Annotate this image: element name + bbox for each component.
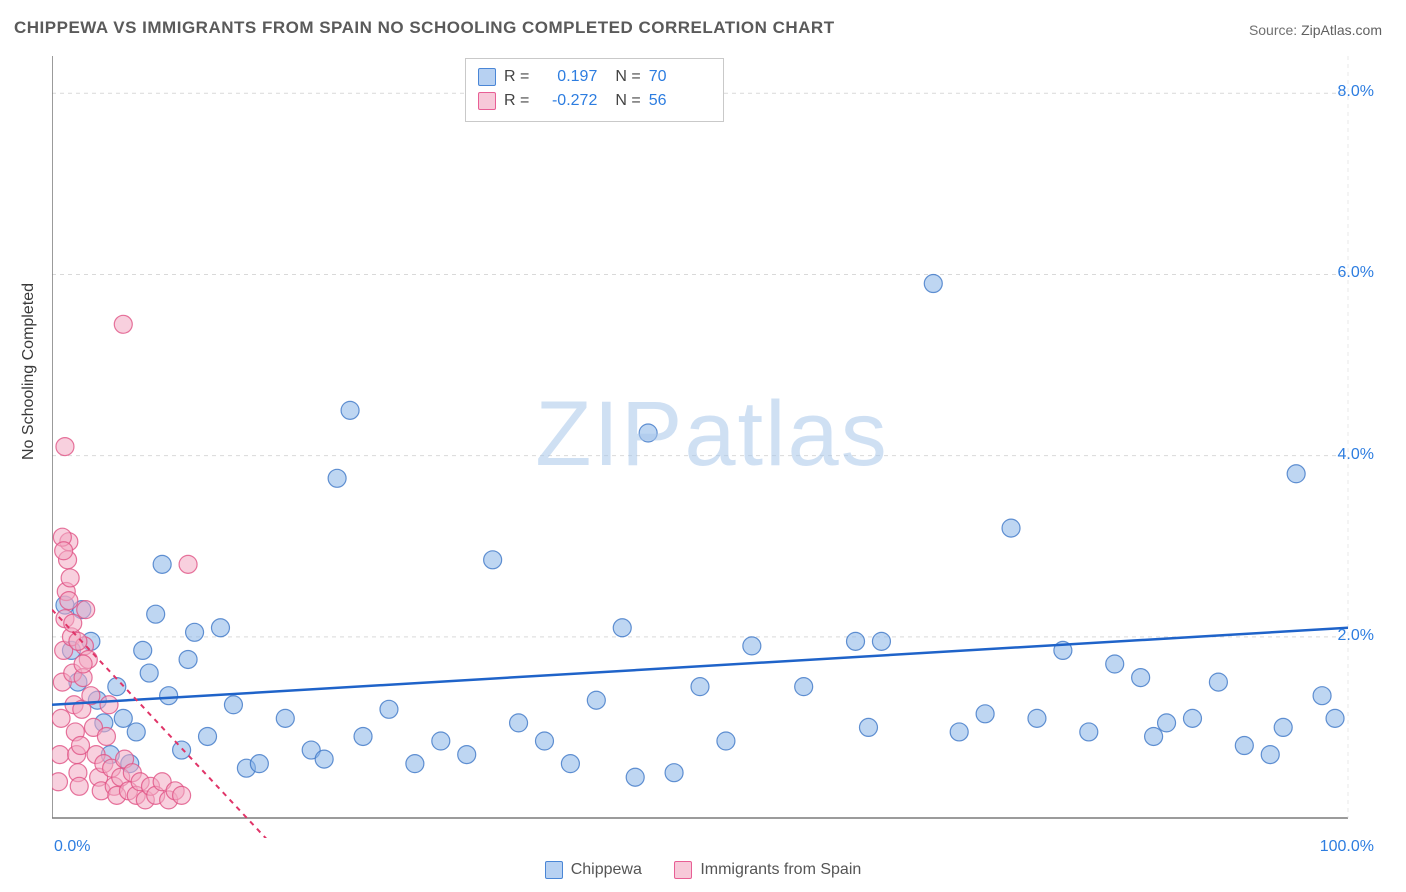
correlation-stats-box: R = 0.197 N = 70 R = -0.272 N = 56 — [465, 58, 724, 122]
chart-title: CHIPPEWA VS IMMIGRANTS FROM SPAIN NO SCH… — [14, 18, 835, 38]
chart-plot-area: ZIPatlas — [52, 48, 1372, 838]
y-tick-label: 2.0% — [1338, 627, 1374, 645]
legend-item: Chippewa — [545, 861, 642, 879]
r-label: R = — [504, 89, 529, 113]
n-label: N = — [615, 89, 640, 113]
legend-item: Immigrants from Spain — [674, 861, 861, 879]
stats-row: R = -0.272 N = 56 — [478, 89, 709, 113]
y-axis-label: No Schooling Completed — [20, 283, 38, 460]
y-tick-label: 6.0% — [1338, 264, 1374, 282]
series-swatch — [478, 68, 496, 86]
n-value: 70 — [649, 65, 709, 89]
n-label: N = — [615, 65, 640, 89]
legend-swatch — [545, 861, 563, 879]
r-label: R = — [504, 65, 529, 89]
x-tick-label: 0.0% — [54, 838, 90, 856]
x-tick-label: 100.0% — [1320, 838, 1374, 856]
stats-row: R = 0.197 N = 70 — [478, 65, 709, 89]
y-tick-label: 8.0% — [1338, 83, 1374, 101]
legend-label: Chippewa — [571, 861, 642, 879]
y-tick-label: 4.0% — [1338, 446, 1374, 464]
series-swatch — [478, 92, 496, 110]
source-label: Source: — [1249, 22, 1297, 38]
legend-swatch — [674, 861, 692, 879]
source-attribution: Source: ZipAtlas.com — [1249, 22, 1382, 38]
legend: Chippewa Immigrants from Spain — [0, 861, 1406, 884]
chart-svg — [52, 48, 1372, 838]
n-value: 56 — [649, 89, 709, 113]
source-value: ZipAtlas.com — [1301, 22, 1382, 38]
r-value: -0.272 — [537, 89, 597, 113]
legend-label: Immigrants from Spain — [700, 861, 861, 879]
r-value: 0.197 — [537, 65, 597, 89]
